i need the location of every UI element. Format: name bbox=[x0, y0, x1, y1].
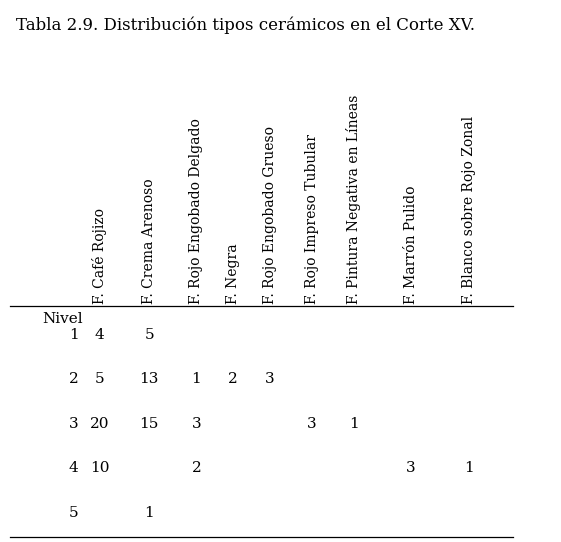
Text: 5: 5 bbox=[95, 372, 104, 386]
Text: F. Marrón Pulido: F. Marrón Pulido bbox=[404, 185, 418, 304]
Text: 2: 2 bbox=[228, 372, 238, 386]
Text: F. Rojo Impreso Tubular: F. Rojo Impreso Tubular bbox=[305, 133, 319, 304]
Text: 2: 2 bbox=[191, 461, 201, 475]
Text: 5: 5 bbox=[69, 506, 79, 520]
Text: 4: 4 bbox=[69, 461, 79, 475]
Text: 4: 4 bbox=[95, 328, 104, 342]
Text: F. Rojo Engobado Grueso: F. Rojo Engobado Grueso bbox=[263, 126, 277, 304]
Text: 1: 1 bbox=[191, 372, 201, 386]
Text: 15: 15 bbox=[140, 417, 159, 431]
Text: 13: 13 bbox=[140, 372, 159, 386]
Text: 3: 3 bbox=[265, 372, 274, 386]
Text: F. Crema Arenoso: F. Crema Arenoso bbox=[142, 178, 157, 304]
Text: 1: 1 bbox=[348, 417, 358, 431]
Text: 1: 1 bbox=[69, 328, 79, 342]
Text: 10: 10 bbox=[90, 461, 109, 475]
Text: F. Rojo Engobado Delgado: F. Rojo Engobado Delgado bbox=[190, 118, 204, 304]
Text: F. Blanco sobre Rojo Zonal: F. Blanco sobre Rojo Zonal bbox=[462, 115, 476, 304]
Text: 2: 2 bbox=[69, 372, 79, 386]
Text: F. Pintura Negativa en Líneas: F. Pintura Negativa en Líneas bbox=[346, 94, 361, 304]
Text: Nivel: Nivel bbox=[42, 312, 82, 326]
Text: 3: 3 bbox=[69, 417, 79, 431]
Text: Tabla 2.9. Distribución tipos cerámicos en el Corte XV.: Tabla 2.9. Distribución tipos cerámicos … bbox=[16, 16, 475, 34]
Text: 1: 1 bbox=[144, 506, 154, 520]
Text: 5: 5 bbox=[144, 328, 154, 342]
Text: F. Negra: F. Negra bbox=[226, 243, 240, 304]
Text: 1: 1 bbox=[464, 461, 473, 475]
Text: 20: 20 bbox=[90, 417, 109, 431]
Text: F. Café Rojizo: F. Café Rojizo bbox=[92, 208, 107, 304]
Text: 3: 3 bbox=[406, 461, 416, 475]
Text: 3: 3 bbox=[192, 417, 201, 431]
Text: 3: 3 bbox=[307, 417, 316, 431]
